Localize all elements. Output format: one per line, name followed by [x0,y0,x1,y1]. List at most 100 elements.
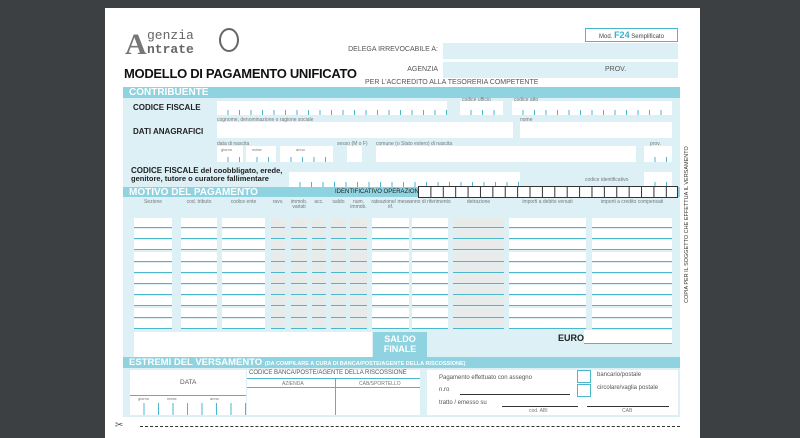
tributo-cell[interactable] [509,251,586,262]
tributo-cell[interactable] [331,296,346,307]
tributo-cell[interactable] [509,307,586,318]
circolare-checkbox[interactable] [577,384,591,397]
tributo-cell[interactable] [312,318,326,329]
tributo-cell[interactable] [592,251,672,262]
tributo-cell[interactable] [453,307,504,318]
tributo-cell[interactable] [372,262,409,273]
tributo-cell[interactable] [412,229,448,240]
tributo-cell[interactable] [271,307,285,318]
tributo-cell[interactable] [134,296,172,307]
tributo-cell[interactable] [291,218,307,228]
tributo-cell[interactable] [271,296,285,307]
tributo-cell[interactable] [312,307,326,318]
tributo-cell[interactable] [271,251,285,262]
tributo-cell[interactable] [312,262,326,273]
cf-coobbligato-input[interactable] [289,172,520,187]
tributo-cell[interactable] [372,274,409,284]
tributo-cell[interactable] [509,318,586,329]
tributo-cell[interactable] [350,218,367,228]
nome-input[interactable] [520,122,672,138]
tributo-cell[interactable] [181,262,217,273]
tributo-cell[interactable] [372,229,409,240]
identificativo-operazione-input[interactable] [418,186,678,198]
tributo-cell[interactable] [350,251,367,262]
tributo-cell[interactable] [181,251,217,262]
tributo-cell[interactable] [509,262,586,273]
tributo-cell[interactable] [312,296,326,307]
tributo-cell[interactable] [331,251,346,262]
tributo-cell[interactable] [222,251,265,262]
tributo-cell[interactable] [181,229,217,240]
tributo-cell[interactable] [291,240,307,251]
nascita-anno-input[interactable]: anno [280,146,333,162]
tributo-cell[interactable] [181,274,217,284]
tributo-cell[interactable] [181,296,217,307]
tributo-cell[interactable] [412,251,448,262]
pagamento-assegno[interactable]: Pagamento effettuato con assegno n.ro tr… [427,370,678,415]
tributo-cell[interactable] [222,229,265,240]
tributo-cell[interactable] [592,262,672,273]
tributo-cell[interactable] [350,262,367,273]
tributo-cell[interactable] [350,240,367,251]
tributo-cell[interactable] [291,262,307,273]
comune-nascita-input[interactable] [376,146,636,162]
tributo-cell[interactable] [350,307,367,318]
tributo-cell[interactable] [331,307,346,318]
tributo-cell[interactable] [592,274,672,284]
tributo-cell[interactable] [592,307,672,318]
tributo-cell[interactable] [592,296,672,307]
tributo-cell[interactable] [592,285,672,296]
tributo-cell[interactable] [291,307,307,318]
tributo-cell[interactable] [331,218,346,228]
tributo-cell[interactable] [222,218,265,228]
tributo-cell[interactable] [350,296,367,307]
tributo-cell[interactable] [291,274,307,284]
tributo-cell[interactable] [312,218,326,228]
cognome-input[interactable] [217,122,513,138]
tributo-cell[interactable] [134,274,172,284]
codice-ufficio-input[interactable] [460,101,503,115]
tributo-cell[interactable] [592,229,672,240]
tributo-cell[interactable] [271,229,285,240]
tributo-cell[interactable] [350,318,367,329]
tributo-cell[interactable] [271,285,285,296]
tributo-cell[interactable] [312,274,326,284]
tributo-cell[interactable] [509,285,586,296]
tributo-cell[interactable] [222,240,265,251]
tributo-cell[interactable] [372,251,409,262]
tributo-cell[interactable] [509,229,586,240]
tributo-cell[interactable] [453,262,504,273]
tributo-cell[interactable] [592,240,672,251]
codice-fiscale-input[interactable] [217,101,447,115]
tributo-cell[interactable] [453,285,504,296]
tributo-cell[interactable] [372,318,409,329]
data-versamento[interactable]: DATA giorno mese anno [130,370,246,415]
tributo-cell[interactable] [331,274,346,284]
tributo-cell[interactable] [271,274,285,284]
tributo-cell[interactable] [134,262,172,273]
tributo-cell[interactable] [350,274,367,284]
tributo-cell[interactable] [291,318,307,329]
tributo-cell[interactable] [372,307,409,318]
codice-banca[interactable]: CODICE BANCA/POSTE/AGENTE DELLA RISCOSSI… [247,370,420,415]
tributo-cell[interactable] [453,240,504,251]
tributo-cell[interactable] [331,262,346,273]
tributo-cell[interactable] [412,285,448,296]
agenzia-field[interactable]: PROV. [443,62,678,78]
tributo-cell[interactable] [372,296,409,307]
tributo-cell[interactable] [271,218,285,228]
tributo-cell[interactable] [291,296,307,307]
tributo-cell[interactable] [453,251,504,262]
tributo-cell[interactable] [350,285,367,296]
tributo-cell[interactable] [350,229,367,240]
tributo-cell[interactable] [291,285,307,296]
tributo-cell[interactable] [453,296,504,307]
tributo-cell[interactable] [412,307,448,318]
tributo-cell[interactable] [271,240,285,251]
tributo-cell[interactable] [222,285,265,296]
tributo-cell[interactable] [412,274,448,284]
tributo-cell[interactable] [412,262,448,273]
tributo-cell[interactable] [222,262,265,273]
tributo-cell[interactable] [181,240,217,251]
tributo-cell[interactable] [412,296,448,307]
